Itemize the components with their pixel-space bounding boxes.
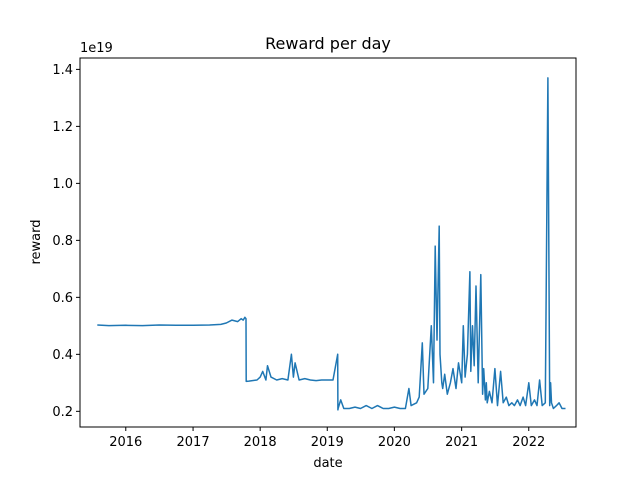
- x-tick-label: 2021: [445, 435, 478, 450]
- y-tick-label: 0.6: [52, 291, 73, 306]
- y-axis: 0.2 0.4 0.6 0.8 1.0 1.2 1.4: [52, 63, 80, 420]
- axes-frame: [79, 57, 577, 428]
- x-tick-label: 2016: [109, 435, 142, 450]
- x-tick-label: 2022: [512, 435, 545, 450]
- y-tick-label: 1.4: [52, 63, 73, 78]
- series-line-0: [97, 77, 566, 411]
- y-offset-label: 1e19: [80, 41, 113, 56]
- x-tick-label: 2020: [378, 435, 411, 450]
- y-tick-label: 0.2: [52, 405, 73, 420]
- x-tick-label: 2018: [244, 435, 277, 450]
- x-axis-label: date: [313, 456, 342, 471]
- y-tick-label: 0.4: [52, 348, 73, 363]
- x-tick-label: 2019: [311, 435, 344, 450]
- chart-title: Reward per day: [265, 34, 391, 53]
- y-tick-label: 1.2: [52, 120, 73, 135]
- x-axis: 2016 2017 2018 2019 2020 2021 2022: [109, 427, 545, 450]
- y-axis-label: reward: [29, 219, 44, 264]
- x-tick-label: 2017: [177, 435, 210, 450]
- y-tick-label: 0.8: [52, 234, 73, 249]
- y-tick-label: 1.0: [52, 177, 73, 192]
- plot-area: [97, 77, 566, 411]
